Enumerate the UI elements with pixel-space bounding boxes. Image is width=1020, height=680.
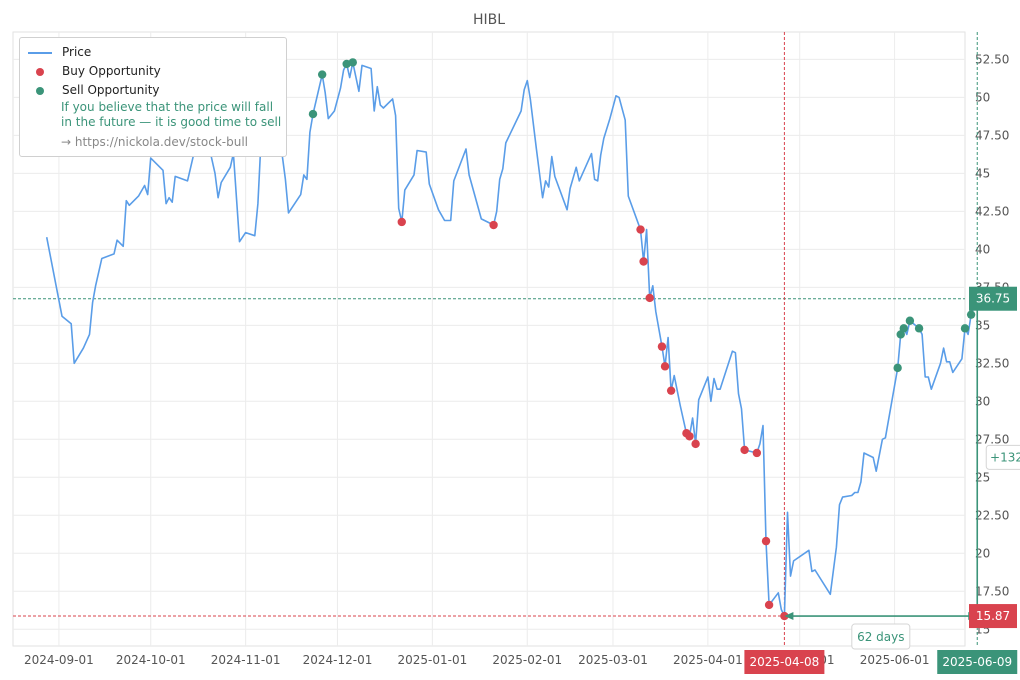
sell-marker (308, 109, 318, 119)
buy-marker (489, 220, 498, 230)
grid-lines (13, 32, 965, 646)
sell-marker (899, 324, 908, 333)
duration-box (851, 623, 911, 650)
legend-label: Price (62, 45, 92, 59)
legend-item-sell: Sell Opportunity (28, 82, 160, 98)
y-tick-label: 20 (975, 546, 990, 560)
x-tick-label: 2024-12-01 (303, 653, 373, 667)
buy-marker (397, 217, 406, 227)
x-tick-label: 2025-03-01 (578, 653, 648, 667)
legend-note-line: If you believe that the price will fall (61, 100, 274, 114)
buy-marker (639, 257, 648, 266)
sell-price-tag-label: 36.75 (976, 292, 1010, 306)
opportunity-markers (308, 58, 982, 621)
buy-marker (645, 293, 654, 303)
buy-marker (636, 225, 645, 234)
x-tick-label: 2025-04-01 (673, 653, 743, 667)
sell-marker (914, 324, 924, 333)
gain-box (985, 444, 1020, 470)
y-axis: 1517.502022.502527.503032.503537.504042.… (975, 52, 1009, 636)
buy-marker (691, 439, 700, 449)
buy-marker (657, 342, 667, 351)
y-tick-label: 32.50 (975, 356, 1009, 370)
y-tick-label: 45 (975, 166, 990, 180)
sell-marker (348, 58, 357, 67)
buy-marker (666, 386, 676, 395)
duration-label: 62 days (857, 630, 904, 644)
buy-marker (740, 445, 749, 455)
sell-marker (966, 310, 976, 319)
buy-marker (660, 362, 670, 371)
legend-note-line: in the future — it is good time to sell (61, 115, 282, 129)
y-tick-label: 25 (975, 470, 990, 484)
chart-title: HIBL (473, 12, 505, 28)
legend-dot-swatch (36, 86, 44, 95)
y-tick-label: 35 (975, 318, 990, 332)
y-tick-label: 52.50 (975, 52, 1009, 66)
legend-dot-swatch (36, 67, 44, 76)
sell-marker (960, 324, 970, 333)
buy-marker (752, 448, 762, 458)
buy-price-tag (969, 604, 1017, 629)
y-tick-label: 27.50 (975, 432, 1009, 446)
y-tick-label: 42.50 (975, 204, 1009, 218)
buy-price-tag-label: 15.87 (976, 609, 1010, 623)
x-tick-label: 2025-01-01 (397, 653, 467, 667)
buy-marker (764, 600, 774, 610)
sell-marker (317, 70, 327, 79)
gain-label: +132% (990, 450, 1020, 464)
plot-frame (12, 31, 966, 647)
x-tick-label: 2024-11-01 (211, 653, 281, 667)
sell-marker (905, 316, 915, 325)
legend-label: Buy Opportunity (62, 64, 161, 78)
y-tick-label: 30 (975, 394, 990, 408)
sell-marker (893, 363, 902, 373)
buy-date-tag-label: 2025-04-08 (750, 655, 820, 669)
legend-link[interactable]: → https://nickola.dev/stock-bull (61, 135, 248, 149)
x-tick-label: 2024-10-01 (116, 653, 186, 667)
x-tick-label: 2025-02-01 (492, 653, 562, 667)
sell-price-tag (969, 286, 1017, 311)
duration-arrow-head-left (784, 612, 794, 621)
buy-date-tag (744, 650, 825, 674)
x-tick-label: 2025-06-01 (860, 653, 930, 667)
legend: Price Buy Opportunity Sell Opportunity I… (19, 37, 287, 157)
legend-line-swatch (28, 51, 52, 54)
sell-date-tag (937, 650, 1018, 674)
sell-date-tag-label: 2025-06-09 (942, 655, 1012, 669)
y-tick-label: 50 (975, 90, 990, 104)
y-tick-label: 47.50 (975, 128, 1009, 142)
legend-item-price: Price (28, 44, 91, 60)
y-tick-label: 17.50 (975, 584, 1009, 598)
buy-marker (685, 432, 694, 441)
annotations: +132% 62 days 36.75 15.87 2025-04-08 2025-06-… (744, 286, 1020, 674)
x-tick-label: 2024-09-01 (24, 653, 94, 667)
legend-item-buy: Buy Opportunity (28, 63, 161, 79)
buy-marker (761, 536, 771, 546)
legend-note: If you believe that the price will fall … (61, 100, 281, 130)
y-tick-label: 22.50 (975, 508, 1009, 522)
legend-label: Sell Opportunity (62, 83, 160, 97)
y-tick-label: 40 (975, 242, 990, 256)
